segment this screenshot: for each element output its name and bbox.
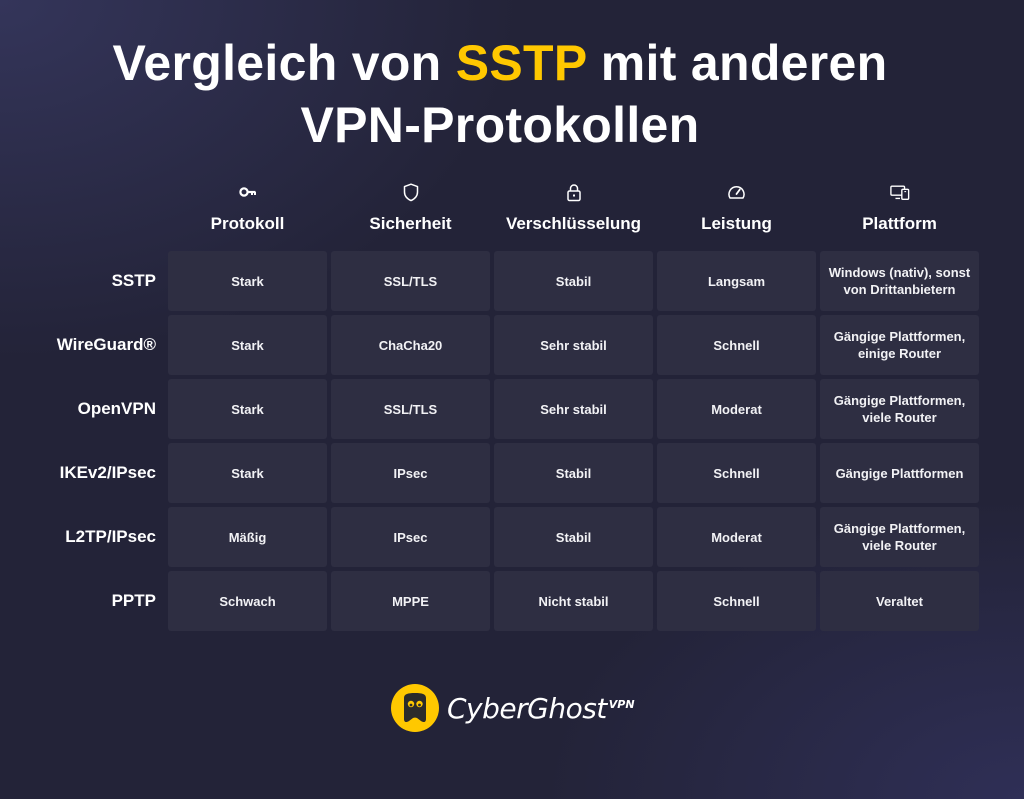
row-labels: SSTP WireGuard® OpenVPN IKEv2/IPsec L2TP… (0, 251, 156, 635)
title-part1: Vergleich von (112, 35, 456, 91)
table-cell: SSL/TLS (331, 251, 490, 311)
table-cell: Mäßig (168, 507, 327, 567)
column-header-plattform: Plattform (820, 178, 979, 238)
title-highlight: SSTP (455, 35, 587, 91)
table-cell: Moderat (657, 379, 816, 439)
brand-name: CyberGhost (447, 691, 607, 725)
column-header-sicherheit: Sicherheit (331, 178, 490, 238)
title-line2: VPN-Protokollen (300, 97, 700, 153)
table-cell: Nicht stabil (494, 571, 653, 631)
table-cell: MPPE (331, 571, 490, 631)
table-cell: Moderat (657, 507, 816, 567)
table-cell: Gängige Plattformen (820, 443, 979, 503)
table-cell: Schnell (657, 571, 816, 631)
row-label-wireguard: WireGuard® (56, 335, 156, 354)
column-headers: Protokoll Sicherheit Verschlüsselung Lei… (168, 178, 979, 238)
table-cell: Langsam (657, 251, 816, 311)
key-icon (238, 182, 258, 202)
column-label: Protokoll (210, 214, 285, 233)
table-cell: Schnell (657, 443, 816, 503)
speedometer-icon (727, 182, 747, 202)
lock-icon (564, 182, 584, 202)
devices-icon (889, 182, 910, 202)
table-cell: Stabil (494, 443, 653, 503)
table-cell: IPsec (331, 443, 490, 503)
column-label: Leistung (701, 214, 772, 233)
table-cell: ChaCha20 (331, 315, 490, 375)
table-cell: Stark (168, 251, 327, 311)
table-cell: Gängige Plattformen, viele Router (820, 379, 979, 439)
column-header-leistung: Leistung (657, 178, 816, 238)
shield-icon (401, 182, 421, 202)
row-label-openvpn: OpenVPN (77, 399, 156, 418)
row-label-l2tp: L2TP/IPsec (65, 527, 156, 546)
brand-logo: CyberGhost VPN (391, 684, 635, 732)
table-cell: Schnell (657, 315, 816, 375)
table-cell: Stabil (494, 507, 653, 567)
table-cell: Schwach (168, 571, 327, 631)
column-header-verschluesselung: Verschlüsselung (494, 178, 653, 238)
column-label: Plattform (862, 214, 937, 233)
comparison-table: Stark SSL/TLS Stabil Langsam Windows (na… (168, 251, 979, 631)
table-cell: SSL/TLS (331, 379, 490, 439)
table-cell: Sehr stabil (494, 315, 653, 375)
table-cell: Gängige Plattformen, viele Router (820, 507, 979, 567)
table-cell: Gängige Plattformen, einige Router (820, 315, 979, 375)
table-cell: IPsec (331, 507, 490, 567)
table-cell: Veraltet (820, 571, 979, 631)
row-label-pptp: PPTP (111, 591, 156, 610)
brand-suffix: VPN (608, 697, 635, 711)
column-label: Verschlüsselung (505, 214, 642, 233)
column-header-protokoll: Protokoll (168, 178, 327, 238)
table-cell: Stark (168, 443, 327, 503)
page-title: Vergleich von SSTP mit anderen VPN-Proto… (0, 32, 1000, 156)
row-label-sstp: SSTP (111, 271, 156, 290)
row-label-ikev2: IKEv2/IPsec (59, 463, 156, 482)
table-cell: Stark (168, 379, 327, 439)
ghost-icon (391, 684, 439, 732)
table-cell: Stark (168, 315, 327, 375)
table-cell: Sehr stabil (494, 379, 653, 439)
title-part2: mit anderen (586, 35, 888, 91)
column-label: Sicherheit (369, 214, 452, 233)
table-cell: Stabil (494, 251, 653, 311)
table-cell: Windows (nativ), sonst von Drittanbieter… (820, 251, 979, 311)
